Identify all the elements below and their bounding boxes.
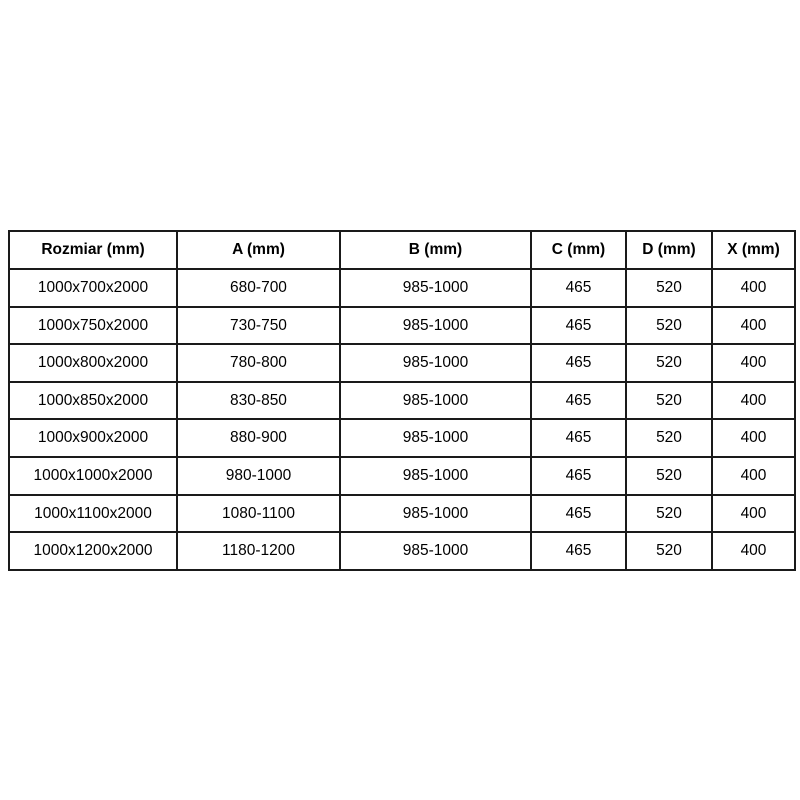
column-header: C (mm) bbox=[530, 230, 627, 270]
table-cell: 520 bbox=[625, 305, 713, 346]
table-cell: 520 bbox=[625, 343, 713, 383]
table-cell: 465 bbox=[530, 493, 627, 534]
table-cell: 520 bbox=[625, 531, 713, 571]
table-cell: 400 bbox=[711, 268, 796, 308]
table-cell: 465 bbox=[530, 418, 627, 458]
table-cell: 520 bbox=[625, 380, 713, 421]
table-cell: 400 bbox=[711, 455, 796, 496]
table-cell: 465 bbox=[530, 343, 627, 383]
table-cell: 985-1000 bbox=[339, 493, 532, 534]
table-row: 1000x900x2000 880-900 985-1000 465 520 400 bbox=[8, 418, 796, 458]
column-header: Rozmiar (mm) bbox=[8, 230, 178, 270]
table-row: 1000x1200x2000 1180-1200 985-1000 465 520 400 bbox=[8, 531, 796, 571]
table-row: 1000x750x2000 730-750 985-1000 465 520 400 bbox=[8, 305, 796, 346]
table-row: 1000x850x2000 830-850 985-1000 465 520 400 bbox=[8, 380, 796, 421]
table-cell: 830-850 bbox=[176, 380, 341, 421]
table-cell: 880-900 bbox=[176, 418, 341, 458]
table-cell: 780-800 bbox=[176, 343, 341, 383]
table-row: 1000x800x2000 780-800 985-1000 465 520 400 bbox=[8, 343, 796, 383]
size-spec-table-container: Rozmiar (mm) A (mm) B (mm) C (mm) D (mm) X (m… bbox=[8, 230, 796, 571]
table-cell: 465 bbox=[530, 455, 627, 496]
table-cell: 1000x1100x2000 bbox=[8, 493, 178, 534]
table-cell: 985-1000 bbox=[339, 380, 532, 421]
table-cell: 730-750 bbox=[176, 305, 341, 346]
table-cell: 465 bbox=[530, 380, 627, 421]
column-header: X (mm) bbox=[711, 230, 796, 270]
table-row: 1000x700x2000 680-700 985-1000 465 520 400 bbox=[8, 268, 796, 308]
table-cell: 1000x800x2000 bbox=[8, 343, 178, 383]
table-cell: 985-1000 bbox=[339, 305, 532, 346]
table-cell: 985-1000 bbox=[339, 343, 532, 383]
table-cell: 680-700 bbox=[176, 268, 341, 308]
table-cell: 1180-1200 bbox=[176, 531, 341, 571]
table-cell: 1000x1200x2000 bbox=[8, 531, 178, 571]
table-row: 1000x1100x2000 1080-1100 985-1000 465 520 400 bbox=[8, 493, 796, 534]
table-row: 1000x1000x2000 980-1000 985-1000 465 520 400 bbox=[8, 455, 796, 496]
table-cell: 400 bbox=[711, 493, 796, 534]
table-cell: 1000x700x2000 bbox=[8, 268, 178, 308]
header-row: Rozmiar (mm) A (mm) B (mm) C (mm) D (mm) X (m… bbox=[8, 230, 796, 270]
column-header: D (mm) bbox=[625, 230, 713, 270]
table-cell: 520 bbox=[625, 268, 713, 308]
table-cell: 1000x750x2000 bbox=[8, 305, 178, 346]
table-cell: 520 bbox=[625, 418, 713, 458]
column-header: B (mm) bbox=[339, 230, 532, 270]
table-cell: 520 bbox=[625, 455, 713, 496]
table-cell: 980-1000 bbox=[176, 455, 341, 496]
table-cell: 465 bbox=[530, 305, 627, 346]
table-body: 1000x700x2000 680-700 985-1000 465 520 400 100… bbox=[8, 268, 796, 571]
table-cell: 985-1000 bbox=[339, 268, 532, 308]
table-cell: 1080-1100 bbox=[176, 493, 341, 534]
table-cell: 400 bbox=[711, 531, 796, 571]
table-cell: 465 bbox=[530, 531, 627, 571]
table-cell: 1000x850x2000 bbox=[8, 380, 178, 421]
table-cell: 520 bbox=[625, 493, 713, 534]
table-cell: 1000x900x2000 bbox=[8, 418, 178, 458]
table-cell: 985-1000 bbox=[339, 531, 532, 571]
table-cell: 400 bbox=[711, 343, 796, 383]
table-cell: 400 bbox=[711, 305, 796, 346]
table-cell: 465 bbox=[530, 268, 627, 308]
table-cell: 985-1000 bbox=[339, 418, 532, 458]
table-cell: 400 bbox=[711, 380, 796, 421]
table-cell: 400 bbox=[711, 418, 796, 458]
size-spec-table: Rozmiar (mm) A (mm) B (mm) C (mm) D (mm) X (m… bbox=[8, 230, 796, 571]
table-cell: 1000x1000x2000 bbox=[8, 455, 178, 496]
column-header: A (mm) bbox=[176, 230, 341, 270]
table-cell: 985-1000 bbox=[339, 455, 532, 496]
